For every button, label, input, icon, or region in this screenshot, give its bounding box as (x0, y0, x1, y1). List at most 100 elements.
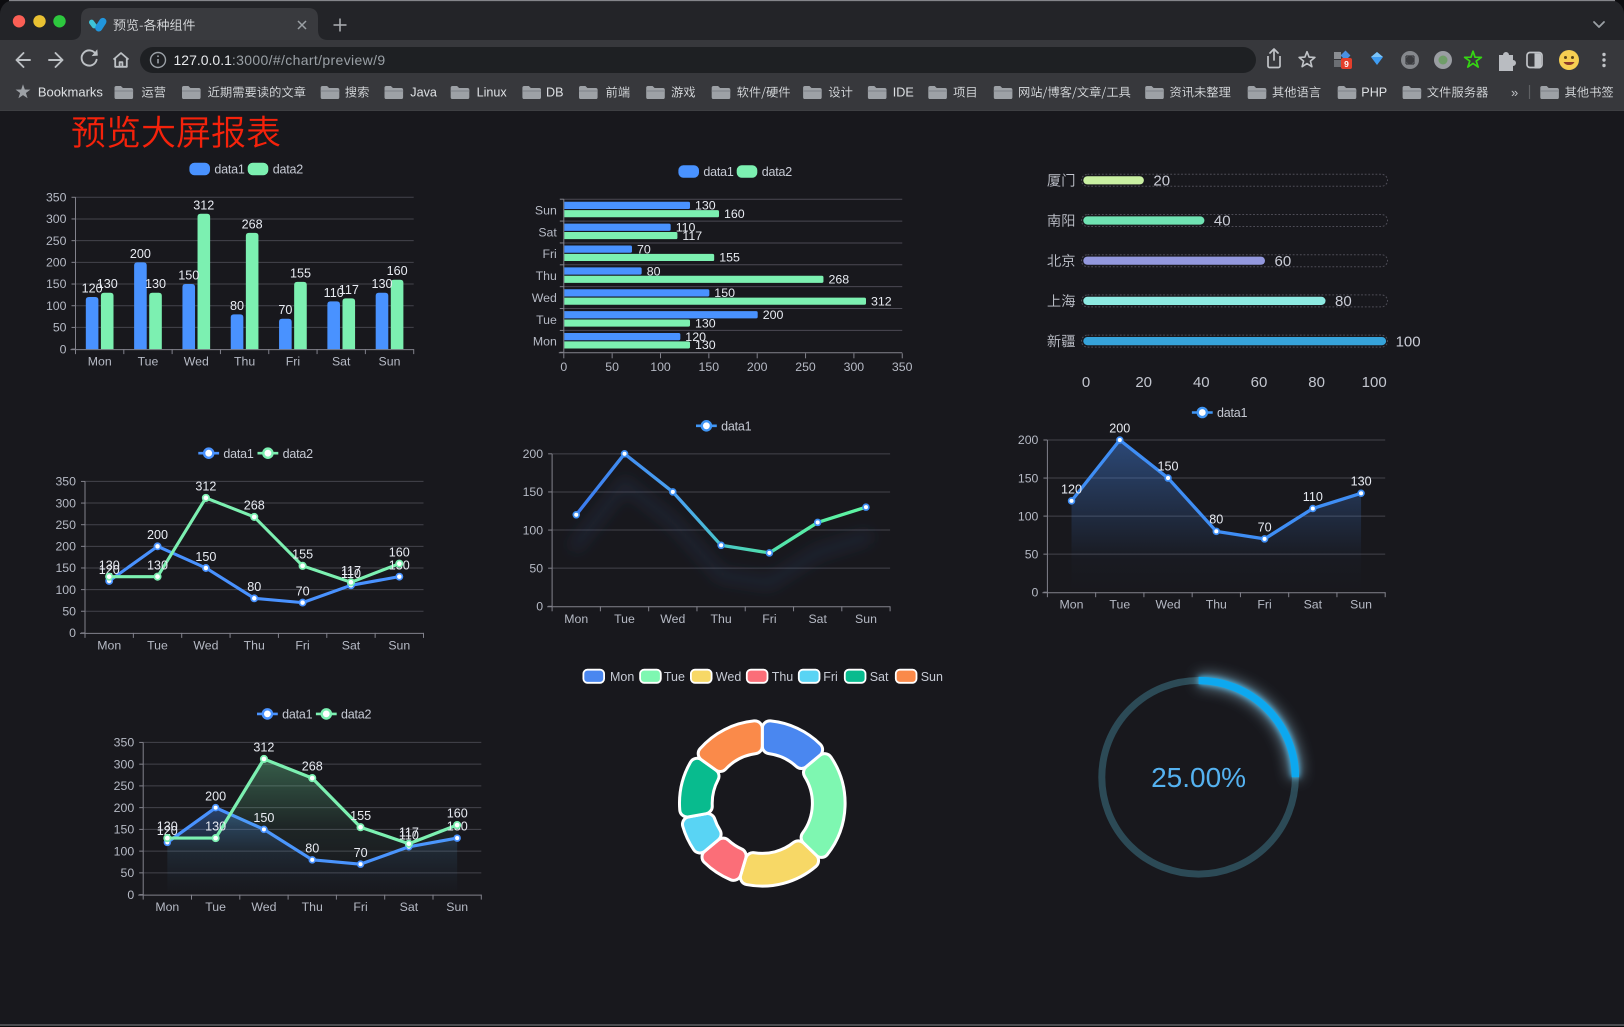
svg-text:50: 50 (605, 360, 619, 374)
svg-text:data2: data2 (762, 165, 793, 179)
svg-text:Mon: Mon (610, 670, 634, 684)
svg-text:150: 150 (699, 360, 720, 374)
svg-text:200: 200 (130, 247, 151, 261)
svg-text:0: 0 (1032, 585, 1039, 599)
svg-text:Sun: Sun (921, 670, 943, 684)
svg-text:data1: data1 (282, 708, 313, 722)
svg-text:Tue: Tue (536, 313, 557, 327)
svg-text:200: 200 (763, 308, 784, 322)
svg-text:Java: Java (410, 86, 437, 100)
svg-text:Sun: Sun (535, 203, 557, 217)
svg-text:Fri: Fri (823, 670, 838, 684)
svg-text:130: 130 (371, 277, 392, 291)
svg-text:150: 150 (46, 277, 67, 291)
svg-text:Wed: Wed (660, 612, 685, 626)
svg-text:100: 100 (1362, 374, 1387, 391)
svg-text:Fri: Fri (353, 900, 367, 914)
svg-text:Sat: Sat (808, 612, 827, 626)
svg-text:0: 0 (536, 600, 543, 614)
svg-text:200: 200 (46, 256, 67, 270)
svg-text:Sun: Sun (855, 612, 877, 626)
svg-text:DB: DB (546, 86, 564, 100)
svg-text:80: 80 (305, 841, 319, 855)
svg-text:130: 130 (145, 277, 166, 291)
svg-text:150: 150 (253, 811, 274, 825)
svg-text:155: 155 (292, 548, 313, 562)
svg-text:350: 350 (114, 736, 135, 750)
svg-text:50: 50 (1025, 547, 1039, 561)
svg-text:Thu: Thu (772, 670, 794, 684)
svg-text:120: 120 (157, 824, 178, 838)
svg-text:Tue: Tue (138, 355, 159, 369)
svg-text:200: 200 (205, 789, 226, 803)
svg-text:117: 117 (682, 229, 702, 243)
svg-text:Tue: Tue (147, 638, 168, 652)
svg-text:Thu: Thu (244, 638, 265, 652)
svg-text:data2: data2 (341, 708, 372, 722)
svg-text:Tue: Tue (1109, 598, 1130, 612)
svg-text:50: 50 (62, 605, 76, 619)
svg-text:350: 350 (55, 475, 76, 489)
svg-text:120: 120 (82, 282, 103, 296)
svg-text:Mon: Mon (1060, 598, 1084, 612)
svg-text:IDE: IDE (893, 86, 914, 100)
svg-text:Sat: Sat (332, 355, 351, 369)
svg-text:80: 80 (647, 264, 661, 278)
svg-text:0: 0 (127, 888, 134, 902)
svg-text:350: 350 (46, 191, 67, 205)
svg-text:250: 250 (114, 779, 135, 793)
svg-text:130: 130 (695, 199, 716, 213)
svg-text:130: 130 (147, 558, 168, 572)
svg-text:Thu: Thu (536, 269, 557, 283)
svg-text:0: 0 (560, 360, 567, 374)
svg-text:60: 60 (1251, 374, 1268, 391)
svg-text:50: 50 (53, 321, 67, 335)
svg-text:70: 70 (296, 584, 310, 598)
svg-text:50: 50 (121, 866, 135, 880)
svg-text:350: 350 (892, 360, 913, 374)
svg-text:200: 200 (1018, 433, 1039, 447)
svg-text:268: 268 (829, 273, 850, 287)
svg-text:»: » (1511, 85, 1518, 100)
svg-text:Sat: Sat (538, 225, 557, 239)
svg-text:120: 120 (99, 563, 120, 577)
svg-text:data1: data1 (1217, 406, 1248, 420)
svg-text:40: 40 (1214, 213, 1231, 230)
svg-text:70: 70 (1258, 520, 1272, 534)
svg-text:100: 100 (114, 844, 135, 858)
svg-text:110: 110 (399, 828, 419, 842)
svg-text:60: 60 (1275, 253, 1292, 270)
svg-text:117: 117 (399, 825, 419, 839)
svg-text:Thu: Thu (234, 355, 255, 369)
svg-text:Sat: Sat (342, 638, 361, 652)
svg-text:200: 200 (147, 528, 168, 542)
svg-text:80: 80 (247, 580, 261, 594)
svg-text:130: 130 (695, 316, 716, 330)
svg-text:Thu: Thu (302, 900, 323, 914)
svg-text:Sun: Sun (388, 638, 410, 652)
svg-text:Sat: Sat (870, 670, 889, 684)
svg-text:120: 120 (685, 330, 706, 344)
svg-text:0: 0 (1082, 374, 1090, 391)
svg-text:Wed: Wed (1155, 598, 1180, 612)
svg-text:150: 150 (1157, 460, 1178, 474)
svg-text:25.00%: 25.00% (1151, 762, 1246, 793)
svg-text:Tue: Tue (614, 612, 635, 626)
svg-text:data1: data1 (223, 447, 254, 461)
svg-text:117: 117 (341, 564, 361, 578)
svg-text:Mon: Mon (88, 355, 112, 369)
svg-text:130: 130 (205, 820, 226, 834)
svg-text:Bookmarks: Bookmarks (38, 85, 104, 100)
svg-text:130: 130 (695, 338, 716, 352)
svg-text:Thu: Thu (1206, 598, 1227, 612)
svg-text:Sun: Sun (379, 355, 401, 369)
svg-text:Sat: Sat (1304, 598, 1323, 612)
svg-text:Mon: Mon (533, 335, 557, 349)
svg-text:200: 200 (747, 360, 768, 374)
svg-text:300: 300 (46, 212, 67, 226)
svg-text:150: 150 (1018, 471, 1039, 485)
svg-text:Sun: Sun (1350, 598, 1372, 612)
svg-text:data2: data2 (283, 447, 314, 461)
svg-text:100: 100 (46, 299, 67, 313)
svg-text:50: 50 (529, 561, 543, 575)
